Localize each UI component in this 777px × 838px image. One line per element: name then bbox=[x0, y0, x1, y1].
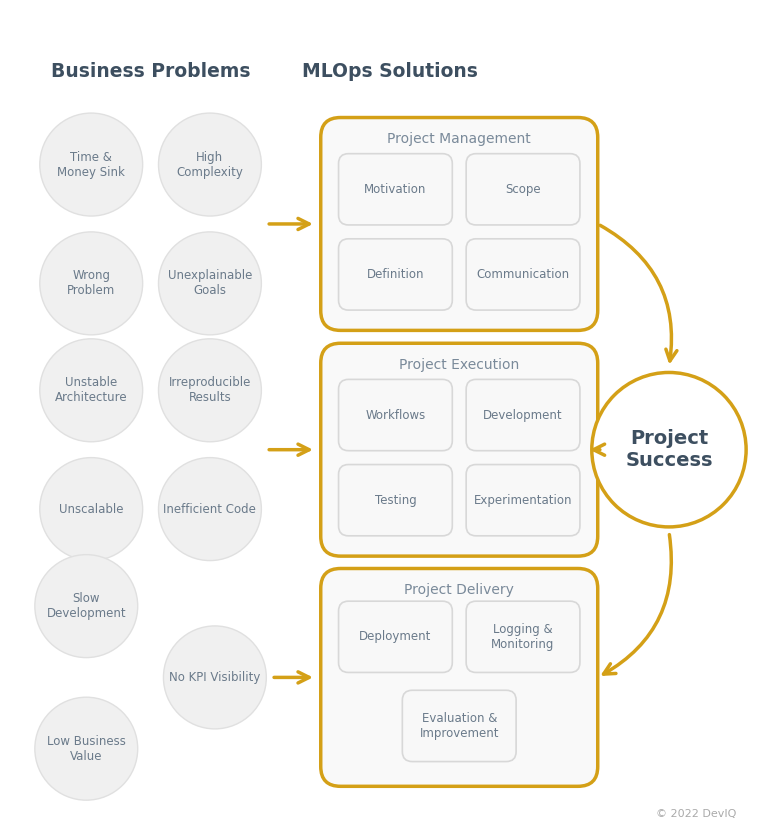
FancyBboxPatch shape bbox=[466, 239, 580, 310]
FancyBboxPatch shape bbox=[466, 601, 580, 672]
Text: Unscalable: Unscalable bbox=[59, 503, 124, 515]
FancyBboxPatch shape bbox=[466, 380, 580, 451]
Text: Workflows: Workflows bbox=[365, 409, 426, 422]
FancyBboxPatch shape bbox=[339, 601, 452, 672]
Circle shape bbox=[40, 232, 143, 335]
Circle shape bbox=[35, 555, 138, 658]
Circle shape bbox=[592, 372, 746, 527]
Text: MLOps Solutions: MLOps Solutions bbox=[302, 62, 478, 81]
Circle shape bbox=[163, 626, 267, 729]
Circle shape bbox=[159, 458, 261, 561]
Text: © 2022 DevIQ: © 2022 DevIQ bbox=[656, 809, 737, 819]
Text: Deployment: Deployment bbox=[359, 630, 431, 644]
Text: Testing: Testing bbox=[375, 494, 416, 507]
Text: Motivation: Motivation bbox=[364, 183, 427, 196]
Text: Project Management: Project Management bbox=[388, 132, 531, 147]
Circle shape bbox=[159, 232, 261, 335]
FancyBboxPatch shape bbox=[321, 117, 598, 330]
FancyBboxPatch shape bbox=[339, 380, 452, 451]
Text: High
Complexity: High Complexity bbox=[176, 151, 243, 178]
Text: Time &
Money Sink: Time & Money Sink bbox=[57, 151, 125, 178]
Circle shape bbox=[159, 113, 261, 216]
Text: Inefficient Code: Inefficient Code bbox=[163, 503, 256, 515]
FancyBboxPatch shape bbox=[339, 153, 452, 225]
Text: Project
Success: Project Success bbox=[625, 429, 713, 470]
Text: Business Problems: Business Problems bbox=[51, 62, 250, 81]
Text: Slow
Development: Slow Development bbox=[47, 592, 126, 620]
Text: Project Execution: Project Execution bbox=[399, 358, 519, 372]
Text: Definition: Definition bbox=[367, 268, 424, 281]
FancyBboxPatch shape bbox=[466, 153, 580, 225]
Circle shape bbox=[35, 697, 138, 800]
FancyBboxPatch shape bbox=[402, 691, 516, 762]
FancyBboxPatch shape bbox=[466, 464, 580, 535]
Text: Irreproducible
Results: Irreproducible Results bbox=[169, 376, 251, 404]
Text: Unexplainable
Goals: Unexplainable Goals bbox=[168, 269, 252, 297]
Text: Development: Development bbox=[483, 409, 563, 422]
FancyBboxPatch shape bbox=[321, 568, 598, 786]
Text: Low Business
Value: Low Business Value bbox=[47, 735, 126, 763]
FancyBboxPatch shape bbox=[321, 344, 598, 556]
Text: Scope: Scope bbox=[505, 183, 541, 196]
Text: Evaluation &
Improvement: Evaluation & Improvement bbox=[420, 712, 499, 740]
Text: Communication: Communication bbox=[476, 268, 570, 281]
Text: Wrong
Problem: Wrong Problem bbox=[67, 269, 115, 297]
Circle shape bbox=[40, 339, 143, 442]
Circle shape bbox=[40, 113, 143, 216]
Text: Experimentation: Experimentation bbox=[474, 494, 573, 507]
Text: No KPI Visibility: No KPI Visibility bbox=[169, 671, 260, 684]
Text: Project Delivery: Project Delivery bbox=[404, 583, 514, 597]
FancyBboxPatch shape bbox=[339, 239, 452, 310]
Text: Logging &
Monitoring: Logging & Monitoring bbox=[491, 623, 555, 651]
FancyBboxPatch shape bbox=[339, 464, 452, 535]
Circle shape bbox=[159, 339, 261, 442]
Circle shape bbox=[40, 458, 143, 561]
Text: Unstable
Architecture: Unstable Architecture bbox=[55, 376, 127, 404]
